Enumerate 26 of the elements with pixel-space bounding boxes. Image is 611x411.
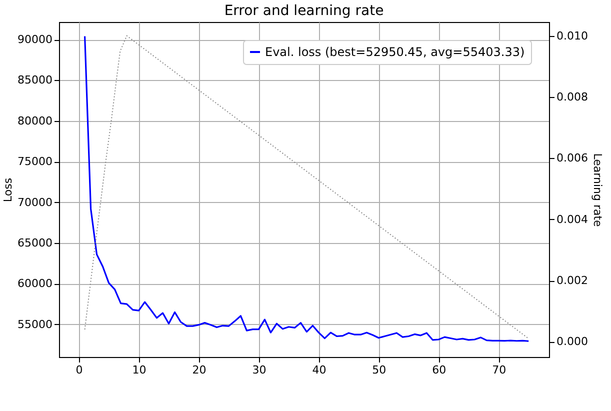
y-axis-title: Loss	[2, 178, 15, 202]
x-tick-label: 30	[252, 364, 266, 376]
y-tick-label: 65000	[18, 236, 52, 250]
y2-tick-label: 0.010	[556, 29, 588, 42]
y2-axis-title: Learning rate	[590, 153, 604, 228]
y2-tick-label: 0.008	[556, 90, 588, 104]
y2-tick-label: 0.000	[556, 335, 588, 348]
y2-tick-label: 0.006	[556, 152, 588, 165]
legend-label: Eval. loss (best=52950.45, avg=55403.33)	[265, 45, 525, 59]
y2-tick-label: 0.002	[556, 274, 588, 288]
chart-title: Error and learning rate	[224, 3, 384, 19]
y-tick-label: 60000	[18, 277, 52, 290]
x-tick-label: 40	[312, 364, 326, 376]
x-tick-label: 20	[192, 364, 206, 376]
y2-tick-label: 0.004	[556, 212, 588, 226]
y-tick-label: 90000	[18, 33, 52, 46]
x-tick-label: 60	[432, 364, 446, 376]
y-tick-label: 80000	[18, 114, 52, 128]
x-tick-label: 50	[372, 364, 386, 376]
x-tick-label: 70	[492, 364, 506, 376]
x-tick-label: 10	[132, 364, 146, 376]
x-tick-label: 0	[76, 364, 83, 376]
y-tick-label: 85000	[18, 74, 52, 87]
y-tick-label: 70000	[18, 196, 52, 209]
y-tick-label: 75000	[18, 155, 52, 168]
y-tick-label: 55000	[18, 318, 52, 331]
